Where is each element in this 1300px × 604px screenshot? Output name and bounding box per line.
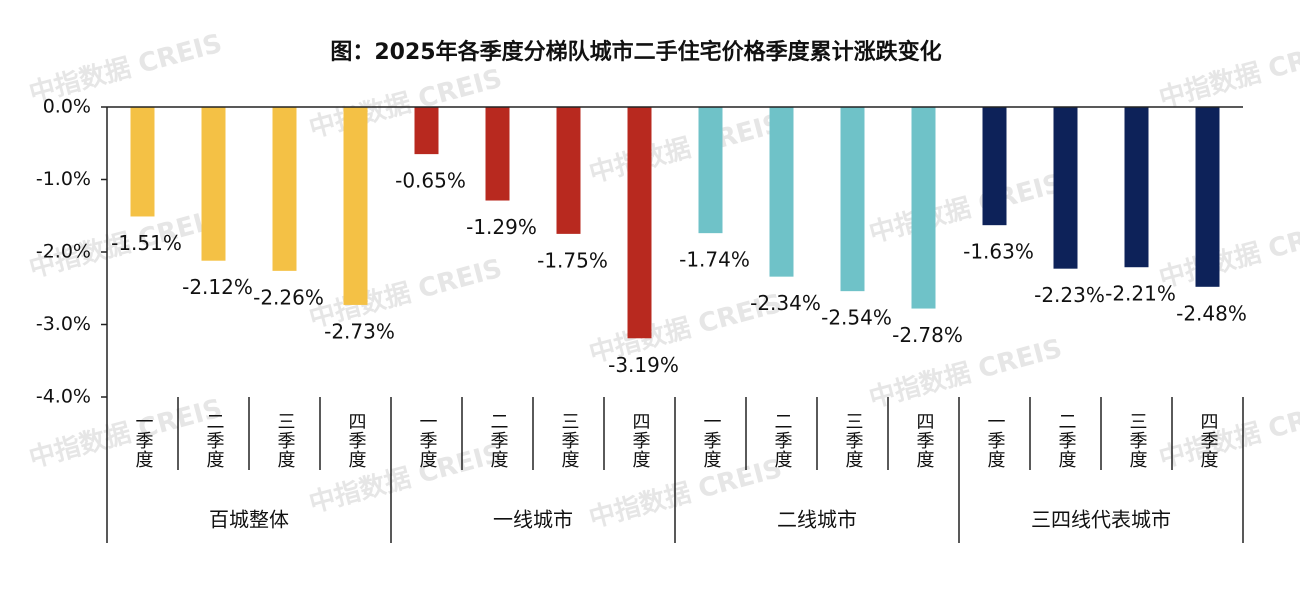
watermark: 中指数据 CREIS [586, 109, 785, 189]
value-label: -2.12% [182, 275, 253, 299]
watermark: 中指数据 CREIS [586, 454, 785, 534]
value-label: -2.26% [253, 285, 324, 309]
value-label: -2.78% [892, 323, 963, 347]
x-tick-label: 二季度 [488, 412, 509, 469]
group-label: 二线城市 [777, 508, 857, 532]
x-tick-label: 四季度 [346, 412, 367, 469]
bar [1053, 107, 1078, 269]
value-label: -2.54% [821, 306, 892, 330]
group-label: 三四线代表城市 [1031, 508, 1171, 532]
watermark: 中指数据 CREIS [1156, 394, 1300, 474]
value-label: -3.19% [608, 353, 679, 377]
x-tick-label: 四季度 [1198, 412, 1219, 469]
bar [485, 107, 510, 201]
x-tick-label: 四季度 [914, 412, 935, 469]
bar [1195, 107, 1220, 287]
value-label: -1.29% [466, 215, 537, 239]
x-tick-label: 一季度 [417, 412, 438, 469]
x-tick-label: 四季度 [630, 412, 651, 469]
value-label: -2.23% [1034, 283, 1105, 307]
watermark: 中指数据 CREIS [1156, 34, 1300, 114]
x-tick-label: 三季度 [843, 412, 864, 469]
value-label: -1.51% [111, 231, 182, 255]
x-tick-label: 一季度 [701, 412, 722, 469]
watermark: 中指数据 CREIS [306, 439, 505, 519]
x-tick-label: 二季度 [772, 412, 793, 469]
bar [1124, 107, 1149, 268]
bar [840, 107, 865, 292]
bar [343, 107, 368, 305]
value-label: -2.73% [324, 319, 395, 343]
bar [627, 107, 652, 339]
watermark: 中指数据 CREIS [306, 64, 505, 144]
y-tick-label: -2.0% [36, 241, 91, 263]
value-label: -2.21% [1105, 282, 1176, 306]
bar [201, 107, 226, 261]
value-label: -2.34% [750, 291, 821, 315]
bar [698, 107, 723, 234]
bar [414, 107, 439, 155]
group-label: 百城整体 [209, 508, 289, 532]
value-label: -0.65% [395, 169, 466, 193]
x-tick-label: 一季度 [133, 412, 154, 469]
y-tick-label: 0.0% [43, 96, 91, 118]
x-tick-label: 三季度 [559, 412, 580, 469]
x-tick-label: 三季度 [1127, 412, 1148, 469]
bar [556, 107, 581, 234]
x-tick-label: 二季度 [204, 412, 225, 469]
watermark: 中指数据 CREIS [866, 169, 1065, 249]
x-tick-label: 二季度 [1056, 412, 1077, 469]
bar [272, 107, 297, 271]
bar [911, 107, 936, 309]
watermark: 中指数据 CREIS [1156, 214, 1300, 294]
value-label: -1.74% [679, 248, 750, 272]
value-label: -2.48% [1176, 301, 1247, 325]
x-tick-label: 一季度 [985, 412, 1006, 469]
bar [982, 107, 1007, 226]
group-label: 一线城市 [493, 508, 573, 532]
y-tick-label: -3.0% [36, 313, 91, 335]
chart-title: 图：2025年各季度分梯队城市二手住宅价格季度累计涨跌变化 [330, 39, 941, 65]
bar [130, 107, 155, 217]
y-tick-label: -1.0% [36, 168, 91, 190]
value-label: -1.75% [537, 248, 608, 272]
x-tick-label: 三季度 [275, 412, 296, 469]
value-label: -1.63% [963, 240, 1034, 264]
y-tick-label: -4.0% [36, 386, 91, 408]
bar [769, 107, 794, 277]
